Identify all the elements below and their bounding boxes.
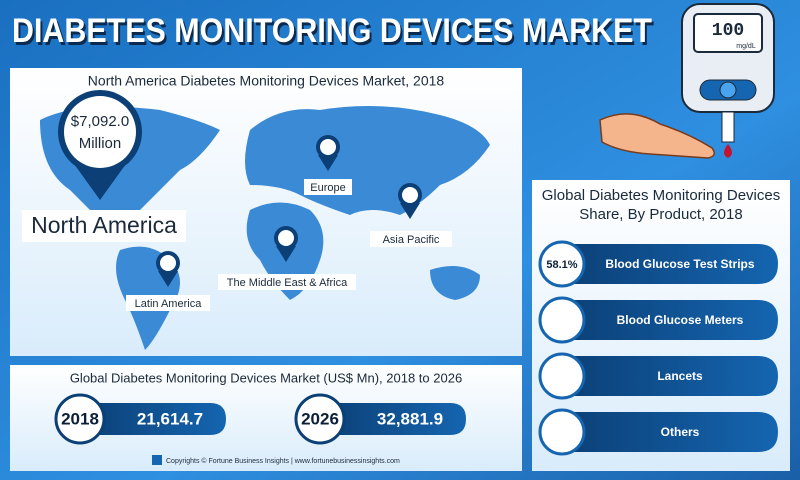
logo <box>152 455 162 465</box>
year: 2026 <box>301 409 339 428</box>
share-name: Blood Glucose Test Strips <box>605 257 754 271</box>
share-bar <box>560 356 778 396</box>
year: 2018 <box>61 409 99 428</box>
meter-reading: 100 <box>712 21 744 41</box>
market-title: Global Diabetes Monitoring Devices Marke… <box>70 370 462 385</box>
market-2018: 2018 21,614.7 <box>54 393 226 445</box>
callout-value: $7,092.0 <box>71 113 129 130</box>
map-title: North America Diabetes Monitoring Device… <box>88 73 445 89</box>
label-box <box>22 210 186 242</box>
share-name: Blood Glucose Meters <box>617 313 744 327</box>
share-circle <box>538 408 586 456</box>
share-circle <box>538 240 586 288</box>
region-label: The Middle East & Africa <box>227 277 348 289</box>
share-name: Others <box>661 425 700 439</box>
meter-unit: mg/dL <box>736 43 756 50</box>
share-bar <box>560 412 778 452</box>
north-america-callout: $7,092.0 Million <box>58 90 142 200</box>
share-bar <box>560 244 778 284</box>
market-value: 32,881.9 <box>377 409 443 428</box>
glucose-meter: 100 mg/dL <box>599 3 775 159</box>
share-circle <box>538 352 586 400</box>
region-label: Latin America <box>135 298 203 310</box>
share-title: Global Diabetes Monitoring Devices Share… <box>541 187 781 223</box>
region-label: Asia Pacific <box>383 234 440 246</box>
share-title-box: Global Diabetes Monitoring Devices Share… <box>541 187 781 223</box>
share-circle <box>538 296 586 344</box>
market-2026: 2026 32,881.9 <box>294 393 466 445</box>
label-box <box>218 274 356 290</box>
title: DIABETES MONITORING DEVICES MARKET <box>12 12 652 50</box>
title-shadow: DIABETES MONITORING DEVICES MARKET <box>14 15 654 53</box>
pins <box>156 135 422 287</box>
share-label: 58.1% <box>546 259 577 271</box>
share-list: 58.1% Blood Glucose Test Strips Blood Gluc… <box>538 240 778 456</box>
label-box <box>304 179 352 195</box>
footer: Copyrights © Fortune Business Insights |… <box>166 457 400 465</box>
region-label: Europe <box>310 182 345 194</box>
label-box <box>370 231 452 247</box>
share-bar <box>560 300 778 340</box>
region-label: North America <box>31 212 177 238</box>
share-name: Lancets <box>657 369 703 383</box>
market-value: 21,614.7 <box>137 409 203 428</box>
callout-unit: Million <box>79 135 122 152</box>
label-box <box>126 295 210 311</box>
